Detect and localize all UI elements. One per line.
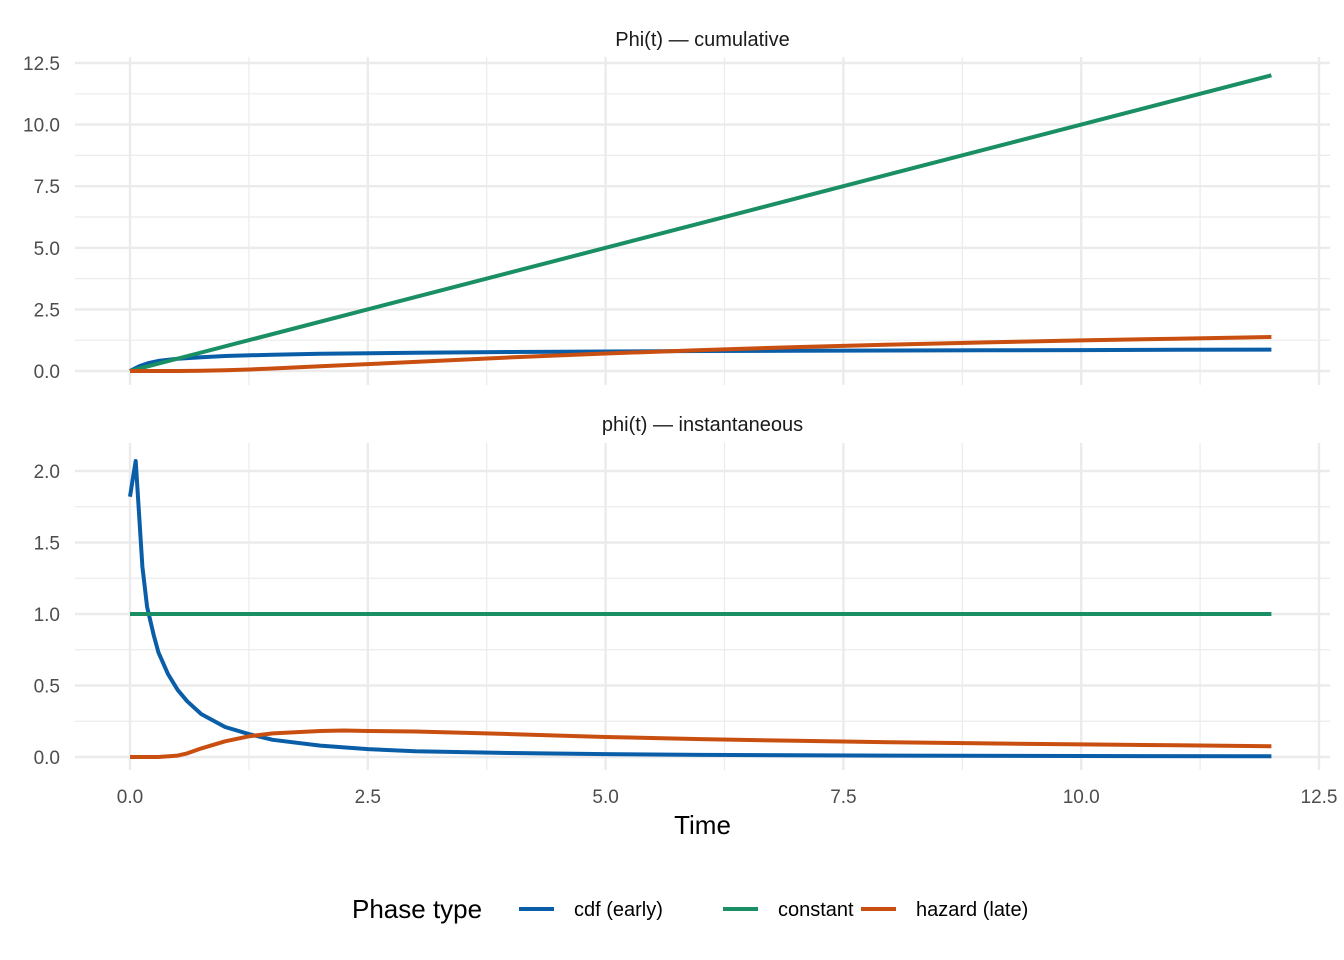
- y-tick-label: 2.5: [34, 300, 60, 321]
- panel-title: phi(t) — instantaneous: [602, 414, 803, 436]
- x-tick-label: 2.5: [355, 787, 381, 808]
- y-tick-label: 2.0: [34, 462, 60, 483]
- legend-label: constant: [778, 899, 854, 921]
- y-tick-label: 0.5: [34, 677, 60, 698]
- x-tick-label: 12.5: [1301, 787, 1338, 808]
- y-tick-label: 0.0: [34, 362, 60, 383]
- y-tick-label: 1.0: [34, 605, 60, 626]
- series-line-hazard-late: [130, 728, 1272, 759]
- y-tick-label: 0.0: [34, 748, 60, 769]
- y-tick-label: 12.5: [23, 54, 60, 75]
- legend-label: cdf (early): [574, 899, 663, 921]
- y-tick-label: 10.0: [23, 116, 60, 137]
- series-line-cdf-early: [128, 459, 1272, 759]
- legend-title: Phase type: [352, 894, 482, 924]
- legend-label: hazard (late): [916, 899, 1028, 921]
- x-tick-label: 10.0: [1063, 787, 1100, 808]
- x-tick-label: 5.0: [592, 787, 618, 808]
- x-axis-title: Time: [674, 810, 731, 840]
- panel-title: Phi(t) — cumulative: [615, 29, 790, 51]
- y-tick-label: 1.5: [34, 534, 60, 555]
- series-line-hazard-late: [130, 335, 1272, 373]
- series-line-cdf-early: [129, 347, 1272, 373]
- series-line-constant: [129, 73, 1272, 373]
- x-tick-label: 7.5: [830, 787, 856, 808]
- x-tick-label: 0.0: [117, 787, 143, 808]
- y-tick-label: 5.0: [34, 239, 60, 260]
- y-tick-label: 7.5: [34, 177, 60, 198]
